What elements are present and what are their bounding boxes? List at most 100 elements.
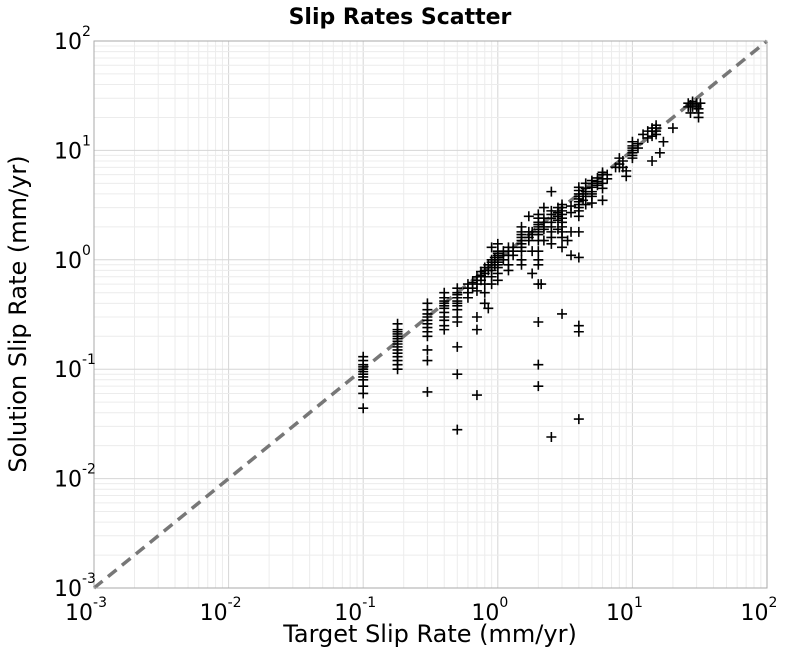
data-point-marker: [632, 138, 643, 149]
data-point-marker: [685, 107, 696, 118]
data-point-marker: [439, 324, 450, 335]
y-tick-label: 102: [54, 24, 91, 55]
data-point-marker: [654, 147, 665, 158]
data-point-marker: [573, 226, 584, 237]
data-point-marker: [562, 235, 573, 246]
plot-frame: [93, 40, 768, 589]
data-point-marker: [452, 424, 463, 435]
data-point-marker: [573, 211, 584, 222]
data-point-marker: [533, 259, 544, 270]
data-point-marker: [492, 275, 503, 286]
data-point-marker: [422, 298, 433, 309]
data-point-marker: [486, 242, 497, 253]
data-point-marker: [693, 112, 704, 123]
data-point-marker: [471, 390, 482, 401]
data-point-marker: [597, 195, 608, 206]
data-point-marker: [516, 221, 527, 232]
data-point-marker: [358, 351, 369, 362]
data-point-marker: [422, 386, 433, 397]
data-point-marker: [422, 344, 433, 355]
data-point-marker: [483, 303, 494, 314]
data-point-marker: [642, 132, 653, 143]
y-tick-labels: 10-3 10-2 10-1 100 101 102: [54, 24, 96, 602]
data-point-marker: [621, 165, 632, 176]
data-point-marker: [557, 226, 568, 237]
data-point-marker: [439, 287, 450, 298]
data-point-marker: [597, 183, 608, 194]
data-point-marker: [452, 341, 463, 352]
data-point-marker: [586, 175, 597, 186]
data-point-marker: [536, 279, 547, 290]
data-point-marker: [452, 283, 463, 294]
data-point-marker: [486, 279, 497, 290]
x-tick-label: 10-2: [200, 595, 242, 626]
data-point-marker: [667, 123, 678, 134]
data-point-marker: [471, 312, 482, 323]
data-point-marker: [546, 238, 557, 249]
data-point-marker: [462, 292, 473, 303]
data-point-marker: [695, 98, 706, 109]
data-point-marker: [627, 153, 638, 164]
data-point-marker: [557, 199, 568, 210]
data-points: [358, 96, 706, 443]
data-point-marker: [651, 126, 662, 137]
data-point-marker: [422, 355, 433, 366]
data-point-marker: [392, 318, 403, 329]
data-point-marker: [586, 188, 597, 199]
data-point-marker: [546, 432, 557, 443]
data-point-marker: [592, 172, 603, 183]
x-tick-label: 10-1: [334, 595, 376, 626]
data-point-marker: [392, 364, 403, 375]
x-tick-label: 102: [741, 595, 778, 626]
data-point-marker: [492, 238, 503, 249]
data-point-marker: [358, 403, 369, 414]
data-point-marker: [508, 250, 519, 261]
data-point-marker: [573, 252, 584, 263]
data-point-marker: [452, 317, 463, 328]
data-point-marker: [516, 259, 527, 270]
data-point-marker: [467, 277, 478, 288]
x-tick-label: 10-3: [65, 595, 107, 626]
data-point-marker: [452, 369, 463, 380]
data-point-marker: [573, 182, 584, 193]
data-point-marker: [602, 169, 613, 180]
data-point-marker: [566, 207, 577, 218]
data-point-marker: [471, 324, 482, 335]
x-tick-label: 101: [606, 595, 643, 626]
data-point-marker: [523, 211, 534, 222]
data-point-marker: [533, 381, 544, 392]
data-point-marker: [580, 199, 591, 210]
x-tick-label: 100: [471, 595, 508, 626]
data-point-marker: [533, 246, 544, 257]
chart-title: Slip Rates Scatter: [289, 5, 512, 30]
data-point-marker: [462, 279, 473, 290]
data-point-marker: [557, 242, 568, 253]
y-axis-label: Solution Slip Rate (mm/yr): [4, 155, 32, 472]
x-tick-labels: 10-3 10-2 10-1 100 101 102: [65, 595, 777, 626]
data-point-marker: [647, 156, 658, 167]
data-point-marker: [597, 167, 608, 178]
data-point-marker: [627, 136, 638, 147]
x-axis-label: Target Slip Rate (mm/yr): [282, 620, 577, 648]
data-point-marker: [538, 235, 549, 246]
data-point-marker: [527, 268, 538, 279]
data-point-marker: [557, 308, 568, 319]
data-point-marker: [573, 326, 584, 337]
data-point-marker: [503, 265, 514, 276]
data-point-marker: [533, 317, 544, 328]
data-point-marker: [479, 298, 490, 309]
data-point-marker: [471, 285, 482, 296]
data-point-marker: [617, 156, 628, 167]
data-point-marker: [586, 198, 597, 209]
y-tick-label: 10-2: [54, 462, 96, 493]
data-point-marker: [573, 414, 584, 425]
data-point-marker: [658, 136, 669, 147]
data-point-marker: [546, 186, 557, 197]
data-point-marker: [566, 250, 577, 261]
y-tick-label: 101: [54, 133, 91, 164]
data-point-marker: [546, 205, 557, 216]
data-point-marker: [538, 202, 549, 213]
grid-lines: [93, 41, 767, 589]
data-point-marker: [533, 209, 544, 220]
